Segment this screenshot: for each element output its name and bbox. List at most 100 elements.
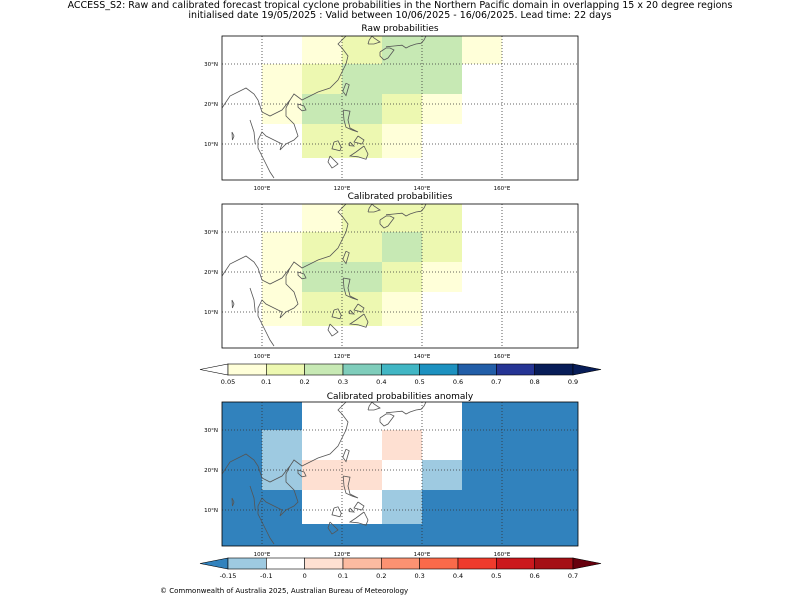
heatmap-cell [382, 232, 422, 262]
coastline [353, 135, 365, 145]
coastline [231, 299, 235, 309]
coastline [342, 109, 359, 133]
heatmap-cell [302, 204, 342, 232]
lon-tick-label: 160°E [494, 552, 511, 558]
coastline [385, 204, 427, 217]
heatmap-cell [302, 402, 382, 460]
probability-colorbar: 0.05 0.1 0.2 0.3 0.4 0.5 0.6 0.7 0.8 0.9 [199, 363, 602, 386]
coastline [297, 271, 307, 280]
lon-tick-label: 100°E [254, 186, 271, 192]
heatmap-cell [342, 64, 382, 94]
coastline [249, 485, 256, 511]
colorbar-bin [419, 557, 459, 570]
coastline [353, 501, 365, 511]
colorbar-tick-label: 0.2 [376, 572, 386, 580]
copyright-footer: © Commonwealth of Australia 2025, Austra… [160, 587, 409, 595]
coastline [222, 36, 349, 117]
colorbar-tick-label: 0.8 [529, 378, 539, 386]
heatmap-cell [382, 490, 422, 524]
coastline [222, 402, 349, 483]
heatmap-cell [342, 124, 382, 158]
heatmap-cell [382, 64, 422, 94]
coastline [379, 413, 395, 427]
colorbar-bin [534, 557, 574, 570]
colorbar-tick-label: 0.7 [568, 572, 578, 580]
lon-tick-label: 160°E [494, 354, 511, 360]
map-area [222, 204, 578, 348]
coastline [331, 506, 342, 518]
heatmap-cell [262, 262, 302, 292]
lon-tick-label: 120°E [334, 552, 351, 558]
colorbar-bin [381, 557, 420, 570]
anomaly-colorbar: -0.15 -0.1 0 0.1 0.2 0.3 0.4 0.5 0.6 0.7 [199, 557, 602, 580]
colorbar-under-extension [199, 363, 229, 376]
coastline [367, 204, 381, 213]
heatmap-cell [382, 204, 462, 232]
heatmap-cell [422, 64, 462, 94]
heatmap-cell [422, 36, 462, 64]
colorbar-bin [304, 557, 344, 570]
colorbar-tick-label: 0.6 [453, 378, 463, 386]
heatmap-cell [302, 36, 342, 64]
colorbar-tick-label: 0.6 [529, 572, 539, 580]
lat-tick-label: 30°N [204, 62, 218, 68]
map-frame [221, 401, 579, 547]
heatmap-cell [302, 64, 342, 94]
coastline [379, 215, 395, 229]
coastline [231, 131, 235, 141]
lon-tick-label: 140°E [414, 552, 431, 558]
heatmap-cell [422, 232, 462, 262]
coastline [297, 103, 307, 112]
coastline [379, 47, 395, 61]
heatmap-cell [422, 262, 462, 292]
coastline [348, 145, 369, 160]
colorbar-bin [266, 363, 305, 376]
heatmap-cell [302, 232, 342, 262]
heatmap-cell [262, 232, 302, 262]
colorbar-bin [342, 557, 382, 570]
colorbar-bin [496, 557, 535, 570]
colorbar-tick-label: 0.3 [338, 378, 348, 386]
colorbar-tick-label: 0.3 [414, 572, 424, 580]
heatmap-cell [422, 402, 462, 460]
heatmap-cell [382, 460, 422, 490]
colorbar-bin [496, 363, 535, 376]
panel-title-anomaly: Calibrated probabilities anomaly [326, 392, 474, 402]
colorbar-bin [342, 363, 382, 376]
coastline [342, 448, 350, 463]
coastline [249, 287, 256, 313]
heatmap-cell [342, 232, 382, 262]
coastline [331, 308, 342, 320]
coastline [222, 204, 349, 285]
lon-tick-label: 120°E [334, 354, 351, 360]
heatmap-cell [462, 36, 502, 64]
colorbar-over-extension [572, 363, 602, 376]
lon-tick-label: 100°E [254, 354, 271, 360]
figure-title-line2: initialised date 19/05/2025 : Valid betw… [188, 10, 612, 21]
heatmap-cell [422, 460, 462, 490]
coastline [327, 521, 339, 535]
map-area [222, 36, 578, 180]
colorbar-bin [457, 363, 497, 376]
colorbar-tick-label: -0.15 [220, 572, 237, 580]
colorbar-tick-label: 0 [303, 572, 307, 580]
colorbar-bin [227, 363, 267, 376]
heatmap-cell [262, 64, 302, 94]
lon-tick-label: 160°E [494, 186, 511, 192]
colorbar-tick-label: 0.4 [376, 378, 386, 386]
coastline [342, 82, 350, 97]
coastline [385, 402, 427, 415]
coastline [385, 36, 427, 49]
colorbar-tick-label: 0.7 [491, 378, 501, 386]
colorbar-tick-label: -0.1 [260, 572, 273, 580]
colorbar-tick-label: 0.9 [568, 378, 578, 386]
colorbar-tick-label: 0.1 [338, 572, 348, 580]
heatmap-cell [262, 292, 302, 326]
lat-tick-label: 20°N [204, 468, 218, 474]
heatmap-cell [262, 94, 302, 124]
lon-tick-label: 120°E [334, 186, 351, 192]
lon-tick-label: 140°E [414, 186, 431, 192]
map-panel-1: 100°E 120°E 140°E 160°E 10°N 20°N 30°N [204, 35, 579, 192]
heatmap-cell [342, 204, 382, 232]
lat-tick-label: 10°N [204, 508, 218, 514]
